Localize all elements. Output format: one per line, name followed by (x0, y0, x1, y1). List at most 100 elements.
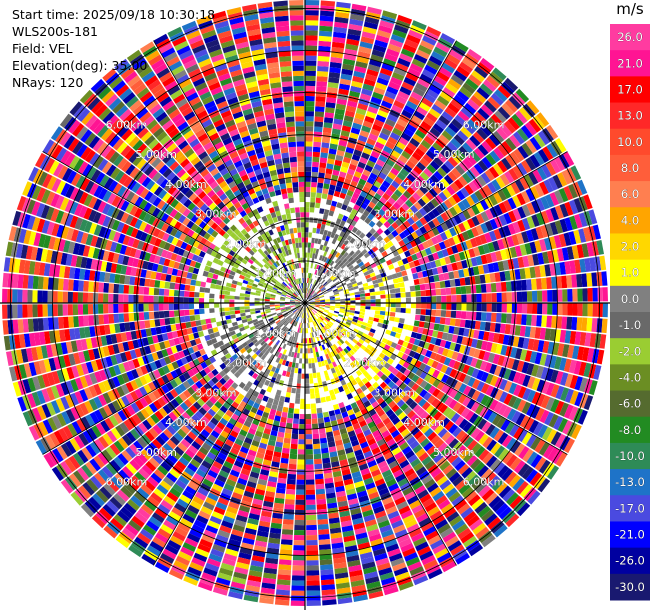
velocity-gate (410, 331, 418, 339)
velocity-gate (325, 395, 332, 402)
velocity-gate (421, 194, 431, 204)
velocity-gate (317, 218, 323, 224)
velocity-gate (589, 257, 597, 272)
velocity-gate (309, 388, 315, 394)
velocity-gate (310, 290, 315, 296)
velocity-gate (578, 212, 588, 227)
velocity-gate (395, 95, 408, 105)
velocity-gate (539, 353, 547, 366)
velocity-gate (235, 317, 242, 322)
velocity-gate (353, 316, 359, 320)
velocity-gate (370, 299, 376, 303)
velocity-gate (413, 179, 423, 189)
velocity-gate (322, 245, 327, 251)
velocity-gate (502, 334, 510, 345)
velocity-gate (420, 264, 427, 271)
velocity-gate (297, 347, 301, 354)
velocity-gate (398, 239, 406, 247)
velocity-gate (316, 71, 329, 77)
velocity-gate (544, 328, 552, 341)
velocity-gate (399, 265, 406, 272)
velocity-gate (433, 170, 444, 181)
velocity-gate (298, 429, 305, 435)
velocity-gate (319, 228, 325, 235)
velocity-gate (224, 311, 231, 316)
velocity-gate (311, 285, 315, 290)
velocity-gate (315, 248, 320, 255)
velocity-gate (403, 228, 411, 237)
velocity-gate (458, 327, 465, 336)
velocity-gate (465, 78, 479, 91)
velocity-gate (485, 253, 493, 264)
velocity-gate (313, 131, 323, 138)
velocity-gate (294, 408, 300, 414)
velocity-gate (454, 343, 462, 353)
velocity-gate (306, 267, 309, 273)
velocity-gate (417, 271, 424, 279)
velocity-gate (591, 272, 598, 287)
velocity-gate (118, 284, 125, 294)
velocity-gate (342, 258, 348, 264)
velocity-gate (168, 303, 174, 311)
velocity-gate (395, 254, 402, 262)
velocity-gate (234, 310, 241, 315)
velocity-gate (468, 248, 476, 258)
velocity-gate (471, 294, 477, 303)
velocity-gate (305, 186, 311, 192)
velocity-gate (365, 306, 371, 310)
velocity-gate (286, 483, 296, 490)
velocity-gate (384, 201, 393, 209)
velocity-gate (340, 300, 346, 303)
velocity-gate (321, 142, 330, 149)
velocity-gate (284, 397, 290, 403)
velocity-gate (434, 259, 442, 267)
velocity-gate (313, 443, 321, 450)
velocity-gate (298, 434, 305, 440)
velocity-gate (453, 253, 461, 262)
velocity-gate (306, 293, 309, 299)
velocity-gate (453, 270, 460, 279)
velocity-gate (333, 310, 340, 314)
velocity-gate (430, 289, 437, 296)
velocity-gate (429, 127, 441, 138)
velocity-gate (282, 519, 294, 525)
velocity-gate (373, 180, 382, 189)
velocity-gate (488, 230, 497, 242)
velocity-gate (297, 378, 301, 384)
velocity-gate (491, 293, 497, 302)
velocity-gate (501, 292, 507, 302)
velocity-gate (314, 126, 323, 133)
velocity-gate (546, 124, 559, 140)
velocity-gate (72, 304, 79, 316)
velocity-gate (288, 458, 297, 465)
velocity-gate (305, 90, 315, 97)
velocity-gate (334, 16, 349, 24)
velocity-gate (516, 314, 522, 325)
velocity-gate (349, 237, 356, 244)
velocity-gate (383, 58, 396, 67)
velocity-gate (158, 311, 165, 319)
velocity-gate (370, 306, 376, 310)
velocity-gate (374, 310, 381, 315)
velocity-gate (306, 590, 321, 596)
velocity-gate (333, 164, 341, 172)
velocity-gate (516, 232, 525, 245)
velocity-gate (474, 236, 483, 246)
velocity-gate (37, 304, 43, 317)
velocity-gate (340, 166, 348, 174)
velocity-gate (490, 252, 498, 263)
velocity-gate (320, 299, 326, 302)
velocity-gate (73, 279, 79, 292)
velocity-gate (492, 262, 500, 272)
velocity-gate (529, 241, 537, 254)
velocity-gate (309, 252, 313, 259)
velocity-gate (22, 274, 29, 289)
velocity-gate (519, 244, 527, 256)
velocity-gate (422, 328, 429, 335)
velocity-gate (561, 170, 572, 185)
velocity-gate (433, 46, 448, 58)
velocity-gate (306, 535, 318, 541)
velocity-gate (518, 107, 532, 121)
velocity-gate (406, 34, 421, 45)
velocity-gate (323, 282, 329, 287)
